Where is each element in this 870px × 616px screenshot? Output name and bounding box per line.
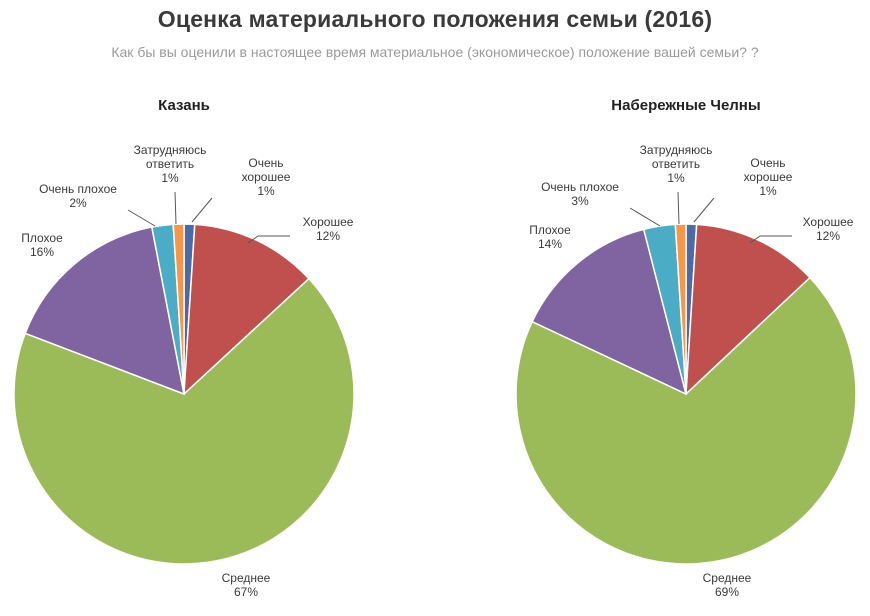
pie-slice-1: [685, 223, 811, 396]
slice-label-4: Очень плохое 2%: [39, 182, 117, 210]
chart-title: Набережные Челны: [611, 97, 760, 114]
pie-slice-3: [531, 228, 688, 396]
leader-line-5: [677, 191, 680, 225]
chart-title: Казань: [158, 97, 210, 114]
pie-slice-2: [515, 276, 857, 565]
leader-line-4: [629, 207, 661, 227]
slice-label-1: Хорошее 12%: [803, 215, 854, 243]
page-title: Оценка материального положения семьи (20…: [157, 6, 713, 32]
leader-line-1: [247, 235, 290, 244]
slice-label-3: Плохое 16%: [21, 231, 63, 259]
pie-slice-5: [172, 223, 185, 395]
slice-label-0: Очень хорошее 1%: [744, 156, 793, 198]
pie-slice-2: [13, 277, 355, 565]
leader-line-4: [127, 209, 156, 227]
pie-slice-5: [674, 223, 687, 395]
pie-slice-1: [183, 223, 310, 396]
slice-label-3: Плохое 14%: [529, 223, 571, 251]
slice-label-4: Очень плохое 3%: [541, 180, 619, 208]
leader-line-1: [749, 235, 792, 244]
leader-line-5: [174, 191, 177, 225]
slice-label-2: Среднее 69%: [703, 571, 752, 599]
slice-label-1: Хорошее 12%: [303, 215, 354, 243]
leader-line-0: [693, 197, 715, 223]
slice-label-5: Затрудняюсь ответить 1%: [134, 143, 207, 185]
slice-label-0: Очень хорошее 1%: [242, 156, 291, 198]
slice-label-5: Затрудняюсь ответить 1%: [640, 143, 713, 185]
pie-slice-3: [24, 226, 185, 396]
leader-line-0: [191, 197, 213, 223]
page-subtitle: Как бы вы оценили в настоящее время мате…: [111, 44, 759, 60]
slice-label-2: Среднее 67%: [222, 571, 271, 599]
